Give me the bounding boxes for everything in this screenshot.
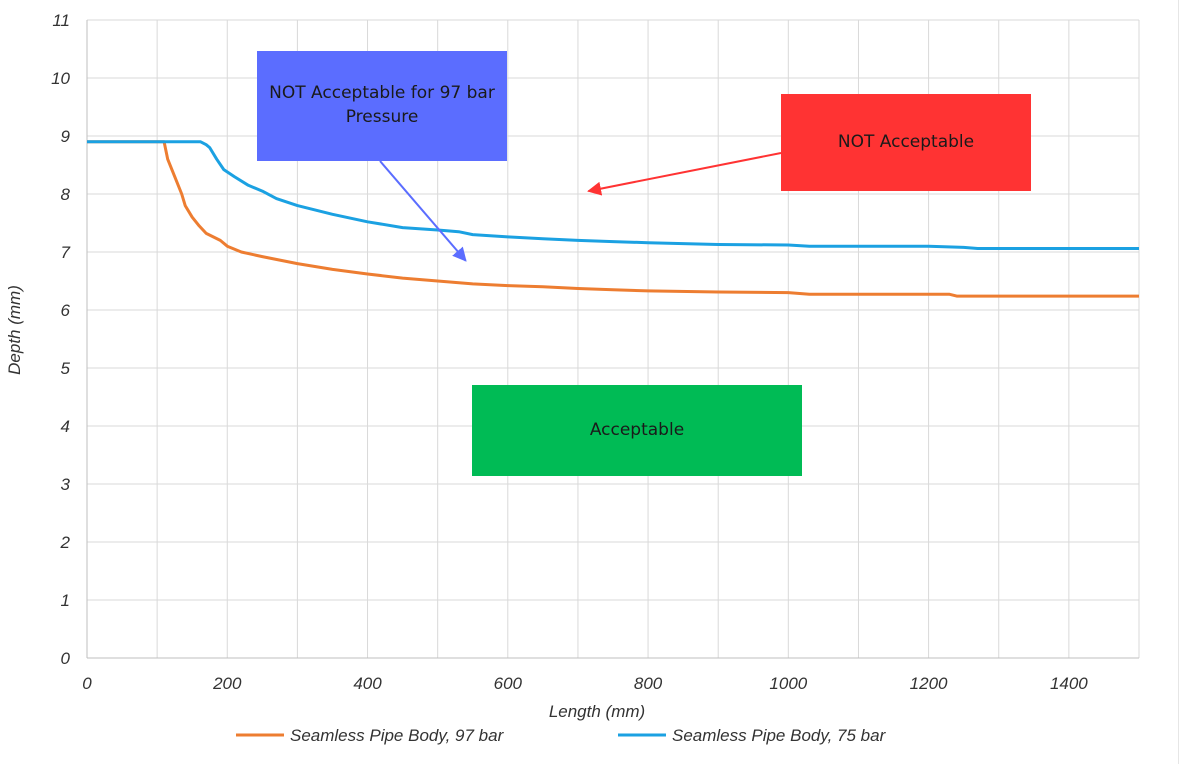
x-tick-label: 1000 [769,674,807,693]
arrow-not-acceptable [587,152,782,196]
annotation-not-acceptable-97-bar: NOT Acceptable for 97 bar Pressure [257,51,507,161]
series-lines [87,140,1139,298]
annotation-acceptable: Acceptable [472,385,802,476]
legend-label-97-bar: Seamless Pipe Body, 97 bar [290,726,505,745]
y-tick-label: 2 [60,533,71,552]
series-line-75-bar [87,140,1139,250]
y-tick-label: 0 [61,649,71,668]
y-tick-label: 11 [52,11,70,30]
annotation-not-acceptable: NOT Acceptable [781,94,1031,191]
y-tick-label: 8 [61,185,71,204]
x-axis-title: Length (mm) [549,702,645,721]
y-tick-label: 4 [61,417,70,436]
y-tick-label: 3 [61,475,71,494]
axes [86,20,1139,659]
x-tick-label: 400 [353,674,382,693]
x-tick-label: 1400 [1050,674,1088,693]
y-tick-label: 6 [61,301,71,320]
tick-labels: 0 200 400 600 800 1000 1200 1400 0 1 2 3 4 5 6 7 8 9 10 11 [51,11,1088,693]
y-tick-label: 10 [51,69,70,88]
legend-label-75-bar: Seamless Pipe Body, 75 bar [672,726,887,745]
x-tick-label: 200 [212,674,242,693]
y-tick-label: 1 [61,591,70,610]
y-tick-label: 5 [61,359,71,378]
x-tick-label: 0 [82,674,92,693]
x-tick-label: 1200 [910,674,948,693]
y-tick-label: 7 [61,243,71,262]
legend: Seamless Pipe Body, 97 bar Seamless Pipe… [236,726,887,745]
arrow-not-acceptable-97-bar [379,160,467,262]
x-tick-label: 600 [494,674,523,693]
annotation-arrows [379,152,782,262]
frame-edge [1178,0,1179,764]
y-tick-label: 9 [61,127,71,146]
x-tick-label: 800 [634,674,663,693]
y-axis-title: Depth (mm) [5,285,24,375]
series-line-97-bar [87,140,1139,298]
